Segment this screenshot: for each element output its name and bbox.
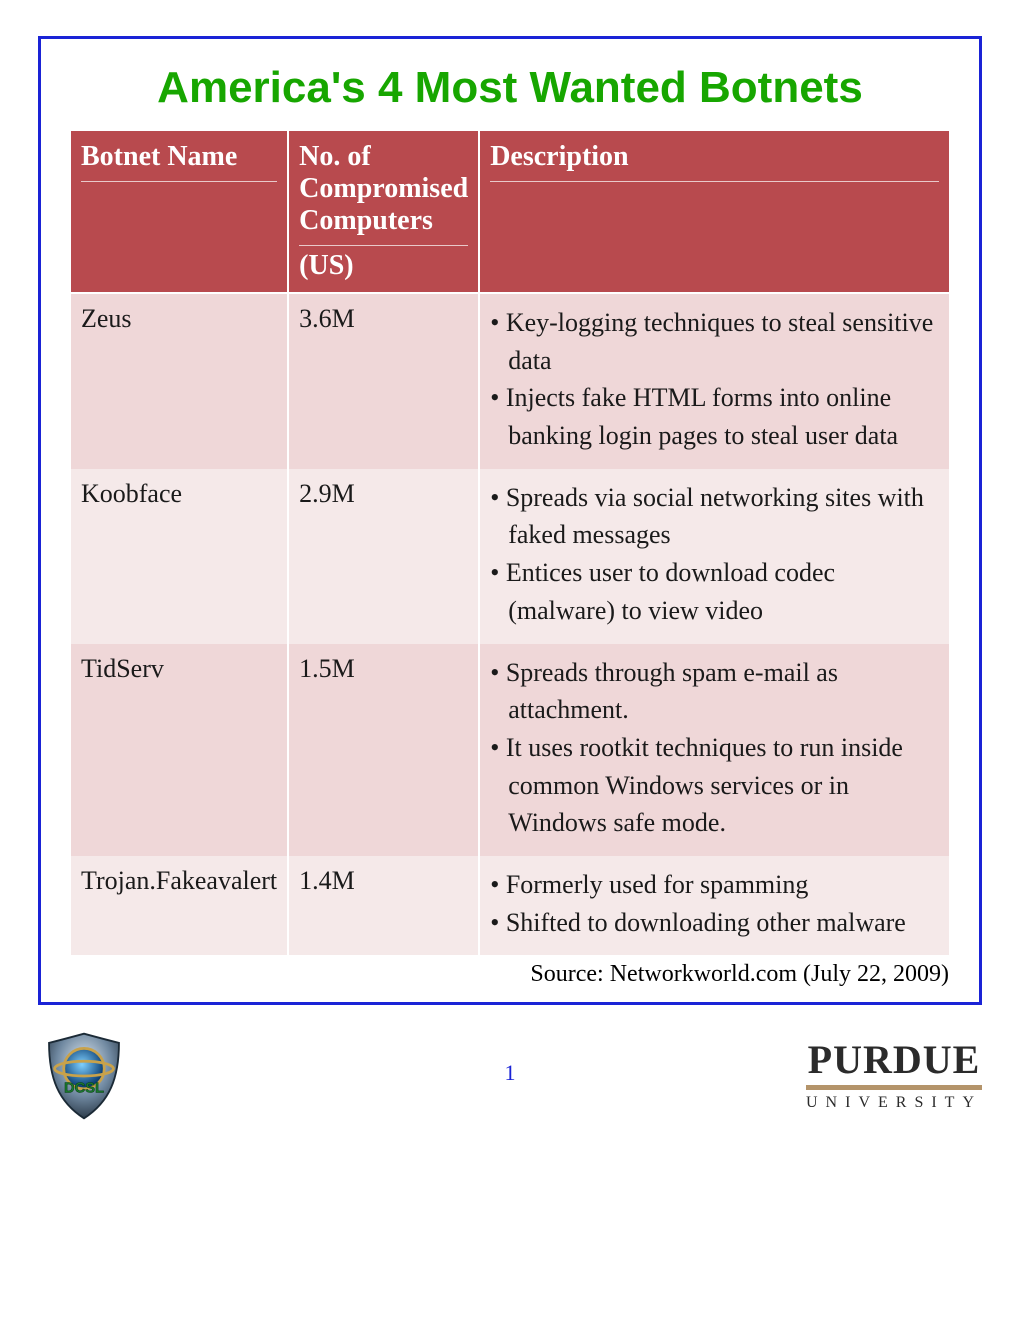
cell-name: Trojan.Fakeavalert bbox=[71, 856, 288, 955]
desc-bullet: • Spreads via social networking sites wi… bbox=[490, 479, 939, 554]
col-header-description: Description bbox=[479, 131, 949, 293]
table-header-row: Botnet Name No. ofCompromisedComputers (… bbox=[71, 131, 949, 293]
cell-count: 2.9M bbox=[288, 469, 479, 644]
desc-bullet: • Entices user to download codec (malwar… bbox=[490, 554, 939, 629]
col-header-sublabel: (US) bbox=[299, 245, 468, 282]
col-header-label: Description bbox=[490, 141, 628, 172]
cell-desc: • Key-logging techniques to steal sensit… bbox=[479, 293, 949, 469]
desc-bullet: • Shifted to downloading other malware bbox=[490, 904, 939, 942]
source-citation: Source: Networkworld.com (July 22, 2009) bbox=[71, 961, 949, 988]
table-row: Zeus 3.6M • Key-logging techniques to st… bbox=[71, 293, 949, 469]
table-body: Zeus 3.6M • Key-logging techniques to st… bbox=[71, 293, 949, 955]
desc-bullet: • Injects fake HTML forms into online ba… bbox=[490, 379, 939, 454]
slide-frame: America's 4 Most Wanted Botnets Botnet N… bbox=[38, 36, 982, 1005]
cell-name: Zeus bbox=[71, 293, 288, 469]
cell-desc: • Formerly used for spamming • Shifted t… bbox=[479, 856, 949, 955]
cell-count: 3.6M bbox=[288, 293, 479, 469]
cell-desc: • Spreads via social networking sites wi… bbox=[479, 469, 949, 644]
col-header-botnet-name: Botnet Name bbox=[71, 131, 288, 293]
col-header-label: Botnet Name bbox=[81, 141, 237, 172]
table-row: Koobface 2.9M • Spreads via social netwo… bbox=[71, 469, 949, 644]
slide-page: America's 4 Most Wanted Botnets Botnet N… bbox=[0, 0, 1020, 1320]
slide-footer: DCSL 1 PURDUE UNIVERSITY bbox=[38, 1030, 982, 1120]
botnets-table: Botnet Name No. ofCompromisedComputers (… bbox=[71, 131, 949, 955]
cell-count: 1.5M bbox=[288, 644, 479, 856]
desc-bullet: • It uses rootkit techniques to run insi… bbox=[490, 729, 939, 842]
purdue-logo: PURDUE UNIVERSITY bbox=[806, 1036, 982, 1112]
desc-bullet: • Key-logging techniques to steal sensit… bbox=[490, 304, 939, 379]
cell-name: TidServ bbox=[71, 644, 288, 856]
cell-desc: • Spreads through spam e-mail as attachm… bbox=[479, 644, 949, 856]
col-header-compromised: No. ofCompromisedComputers (US) bbox=[288, 131, 479, 293]
desc-bullet: • Spreads through spam e-mail as attachm… bbox=[490, 654, 939, 729]
purdue-logo-main: PURDUE bbox=[806, 1036, 982, 1083]
purdue-logo-rule bbox=[806, 1085, 982, 1090]
cell-name: Koobface bbox=[71, 469, 288, 644]
purdue-logo-sub: UNIVERSITY bbox=[806, 1094, 982, 1112]
col-header-label: No. ofCompromisedComputers bbox=[299, 141, 468, 236]
table-row: Trojan.Fakeavalert 1.4M • Formerly used … bbox=[71, 856, 949, 955]
slide-title: America's 4 Most Wanted Botnets bbox=[71, 63, 949, 113]
desc-bullet: • Formerly used for spamming bbox=[490, 866, 939, 904]
table-row: TidServ 1.5M • Spreads through spam e-ma… bbox=[71, 644, 949, 856]
cell-count: 1.4M bbox=[288, 856, 479, 955]
